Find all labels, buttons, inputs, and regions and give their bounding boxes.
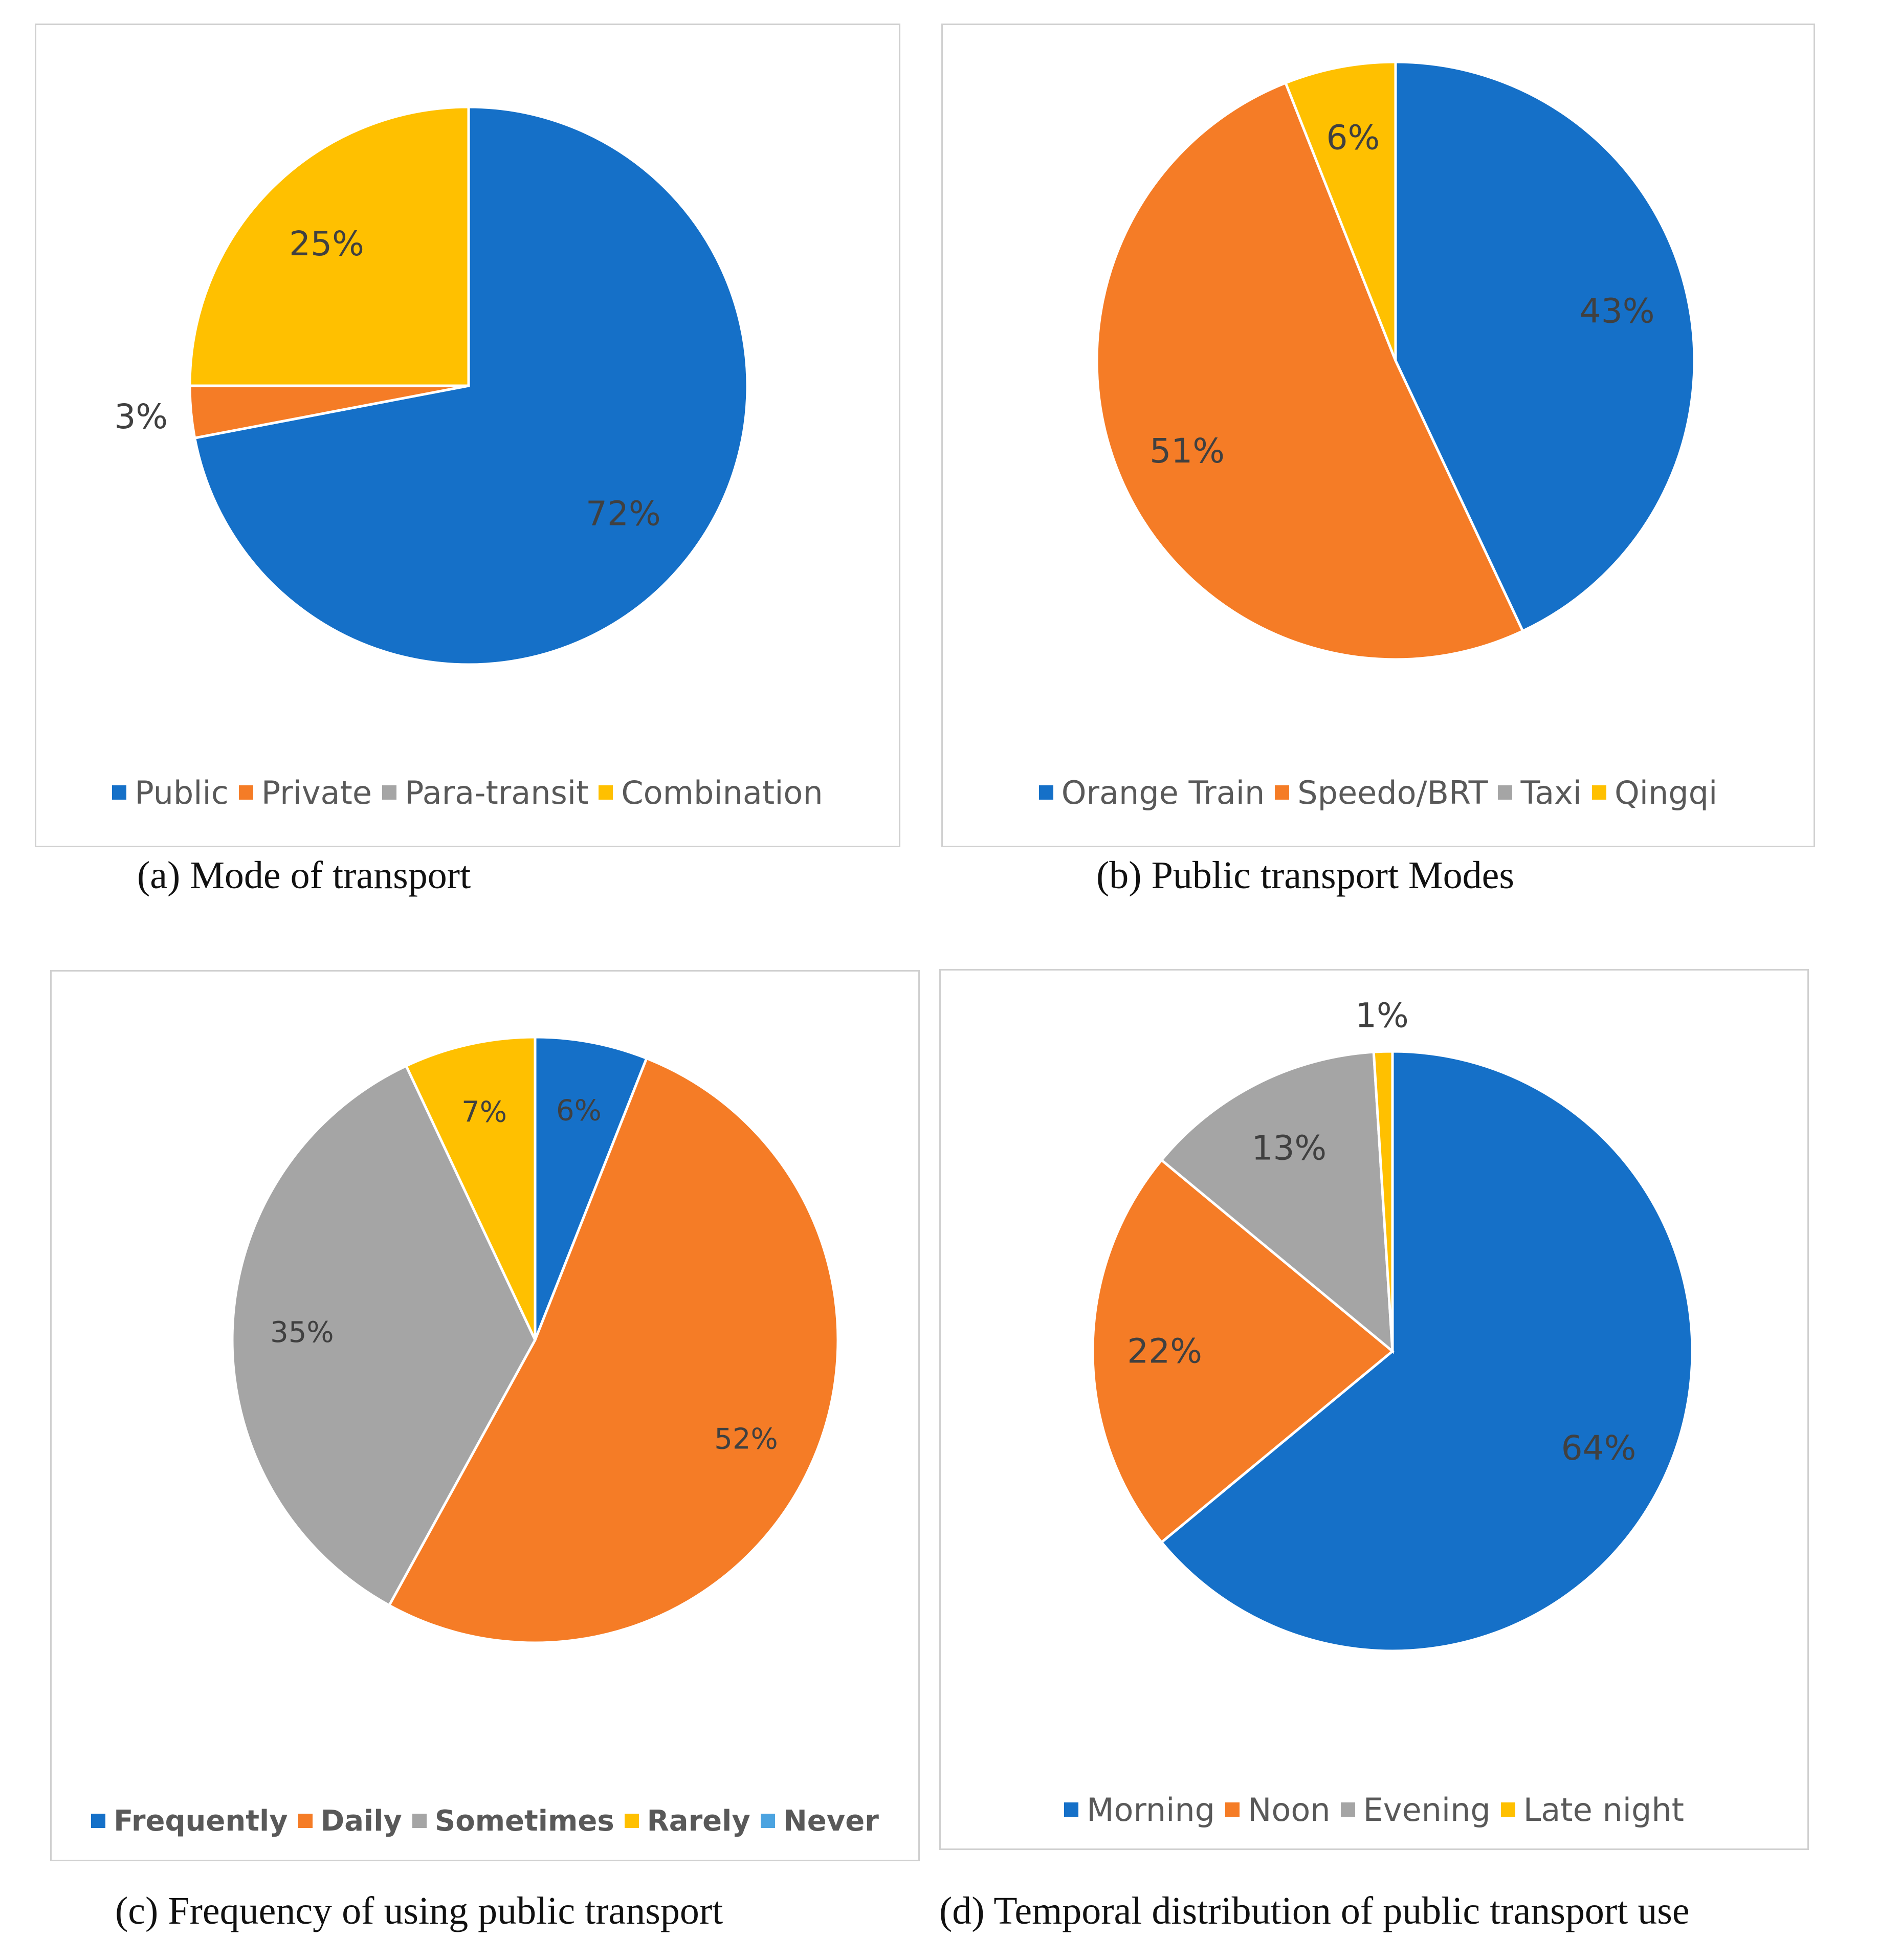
data-label-orange-train: 43%: [1580, 292, 1655, 331]
data-label-frequently: 6%: [556, 1094, 602, 1128]
legend-item-public: Public: [112, 774, 229, 811]
legend-item-morning: Morning: [1064, 1791, 1215, 1829]
legend-item-combination: Combination: [599, 774, 823, 811]
legend-swatch: [1498, 785, 1513, 800]
legend-item-private: Private: [238, 774, 372, 811]
chart-panel-temporal-distribution: 64% 22% 13% 1% Morning Noon Evening Late night: [939, 969, 1809, 1850]
chart-panel-public-transport-modes: 43% 51% 6% Orange Train Speedo/BRT Taxi Qingq…: [941, 24, 1815, 847]
legend-label: Taxi: [1520, 774, 1582, 811]
legend-label: Orange Train: [1061, 774, 1265, 811]
pie-slice-daily: [387, 1056, 839, 1644]
pie-slice-sometimes: [231, 1064, 537, 1607]
legend-item-evening: Evening: [1340, 1791, 1491, 1829]
legend-label: Late night: [1523, 1791, 1684, 1829]
legend-swatch: [238, 785, 253, 800]
legend-swatch: [1064, 1802, 1079, 1817]
pie-slice-rarely: [404, 1036, 537, 1341]
data-label-qingqi: 6%: [1326, 118, 1380, 158]
pie-slice-evening: [1159, 1050, 1394, 1354]
legend-label: Qingqi: [1614, 774, 1718, 811]
legend-label: Para-transit: [405, 774, 589, 811]
legend-item-qingqi: Qingqi: [1591, 774, 1718, 811]
caption-b: (b) Public transport Modes: [1096, 854, 1514, 897]
legend-label: Public: [135, 774, 229, 811]
legend-swatch: [298, 1814, 313, 1828]
data-label-sometimes: 35%: [270, 1316, 334, 1349]
data-label-noon: 22%: [1127, 1332, 1202, 1371]
legend-swatch: [1340, 1802, 1355, 1817]
pie-chart-temporal-distribution: 64% 22% 13% 1%: [1091, 996, 1694, 1653]
pie-slice-combination: [188, 105, 470, 387]
chart-panel-mode-of-transport: 72% 3% 25% Public Private Para-transit Combin…: [35, 24, 900, 847]
legend-label: Morning: [1087, 1791, 1215, 1829]
legend-item-noon: Noon: [1225, 1791, 1331, 1829]
legend-item-speedo-brt: Speedo/BRT: [1275, 774, 1488, 811]
legend-item-para-transit: Para-transit: [382, 774, 588, 811]
legend-public-transport-modes: Orange Train Speedo/BRT Taxi Qingqi: [943, 762, 1814, 823]
legend-swatch: [1038, 785, 1053, 800]
pie-slice-morning: [1159, 1050, 1694, 1653]
data-label-morning: 64%: [1561, 1428, 1637, 1468]
pie-slice-frequently: [534, 1036, 649, 1340]
legend-swatch: [1275, 785, 1290, 800]
legend-item-rarely: Rarely: [624, 1804, 750, 1838]
legend-swatch: [1591, 785, 1606, 800]
legend-swatch: [382, 785, 396, 800]
legend-frequency: Frequently Daily Sometimes Rarely Never: [52, 1790, 918, 1852]
legend-item-taxi: Taxi: [1498, 774, 1582, 811]
legend-label: Noon: [1248, 1791, 1331, 1829]
pie-slice-qingqi: [1284, 60, 1397, 361]
data-label-speedo-brt: 51%: [1149, 431, 1225, 471]
legend-label: Sometimes: [434, 1804, 614, 1838]
caption-d: (d) Temporal distribution of public tran…: [939, 1889, 1690, 1932]
pie-slice-late-night: [1372, 1050, 1394, 1352]
legend-label: Daily: [320, 1804, 402, 1838]
data-label-daily: 52%: [714, 1423, 778, 1456]
data-label-public: 72%: [586, 494, 661, 534]
legend-label: Evening: [1363, 1791, 1491, 1829]
legend-swatch: [1500, 1802, 1515, 1817]
pie-chart-public-transport-modes: 43% 51% 6%: [1095, 60, 1696, 661]
legend-item-sometimes: Sometimes: [412, 1804, 614, 1838]
pie-slice-speedo-brt: [1095, 81, 1524, 661]
legend-item-daily: Daily: [298, 1804, 402, 1838]
pie-slice-orange-train: [1394, 60, 1696, 633]
legend-label: Speedo/BRT: [1297, 774, 1488, 811]
legend-swatch: [112, 785, 127, 800]
legend-temporal-distribution: Morning Noon Evening Late night: [941, 1779, 1807, 1840]
pie-slice-public: [193, 105, 749, 666]
caption-c: (c) Frequency of using public transport: [115, 1889, 723, 1932]
legend-swatch: [760, 1814, 775, 1828]
legend-label: Never: [783, 1804, 879, 1838]
legend-item-never: Never: [760, 1804, 879, 1838]
legend-label: Private: [261, 774, 372, 811]
legend-item-orange-train: Orange Train: [1038, 774, 1265, 811]
legend-item-frequently: Frequently: [91, 1804, 288, 1838]
pie-chart-mode-of-transport: 72% 3% 25%: [114, 105, 749, 666]
caption-a: (a) Mode of transport: [137, 854, 471, 897]
pie-slice-noon: [1091, 1158, 1395, 1545]
legend-label: Combination: [621, 774, 823, 811]
data-label-late-night: 1%: [1355, 996, 1409, 1036]
legend-mode-of-transport: Public Private Para-transit Combination: [36, 762, 899, 823]
data-label-combination: 25%: [289, 224, 364, 263]
legend-label: Frequently: [114, 1804, 288, 1838]
legend-swatch: [412, 1814, 427, 1828]
pie-chart-frequency: 6% 52% 35% 7%: [231, 1036, 839, 1644]
data-label-rarely: 7%: [461, 1096, 507, 1129]
legend-swatch: [1225, 1802, 1240, 1817]
data-label-evening: 13%: [1251, 1129, 1327, 1168]
data-label-private: 3%: [114, 397, 168, 436]
legend-item-late-night: Late night: [1500, 1791, 1684, 1829]
legend-swatch: [91, 1814, 106, 1828]
legend-swatch: [599, 785, 613, 800]
chart-panel-frequency: 6% 52% 35% 7% Frequently Daily Sometimes Rarel…: [50, 970, 920, 1861]
legend-swatch: [624, 1814, 639, 1828]
legend-label: Rarely: [647, 1804, 750, 1838]
